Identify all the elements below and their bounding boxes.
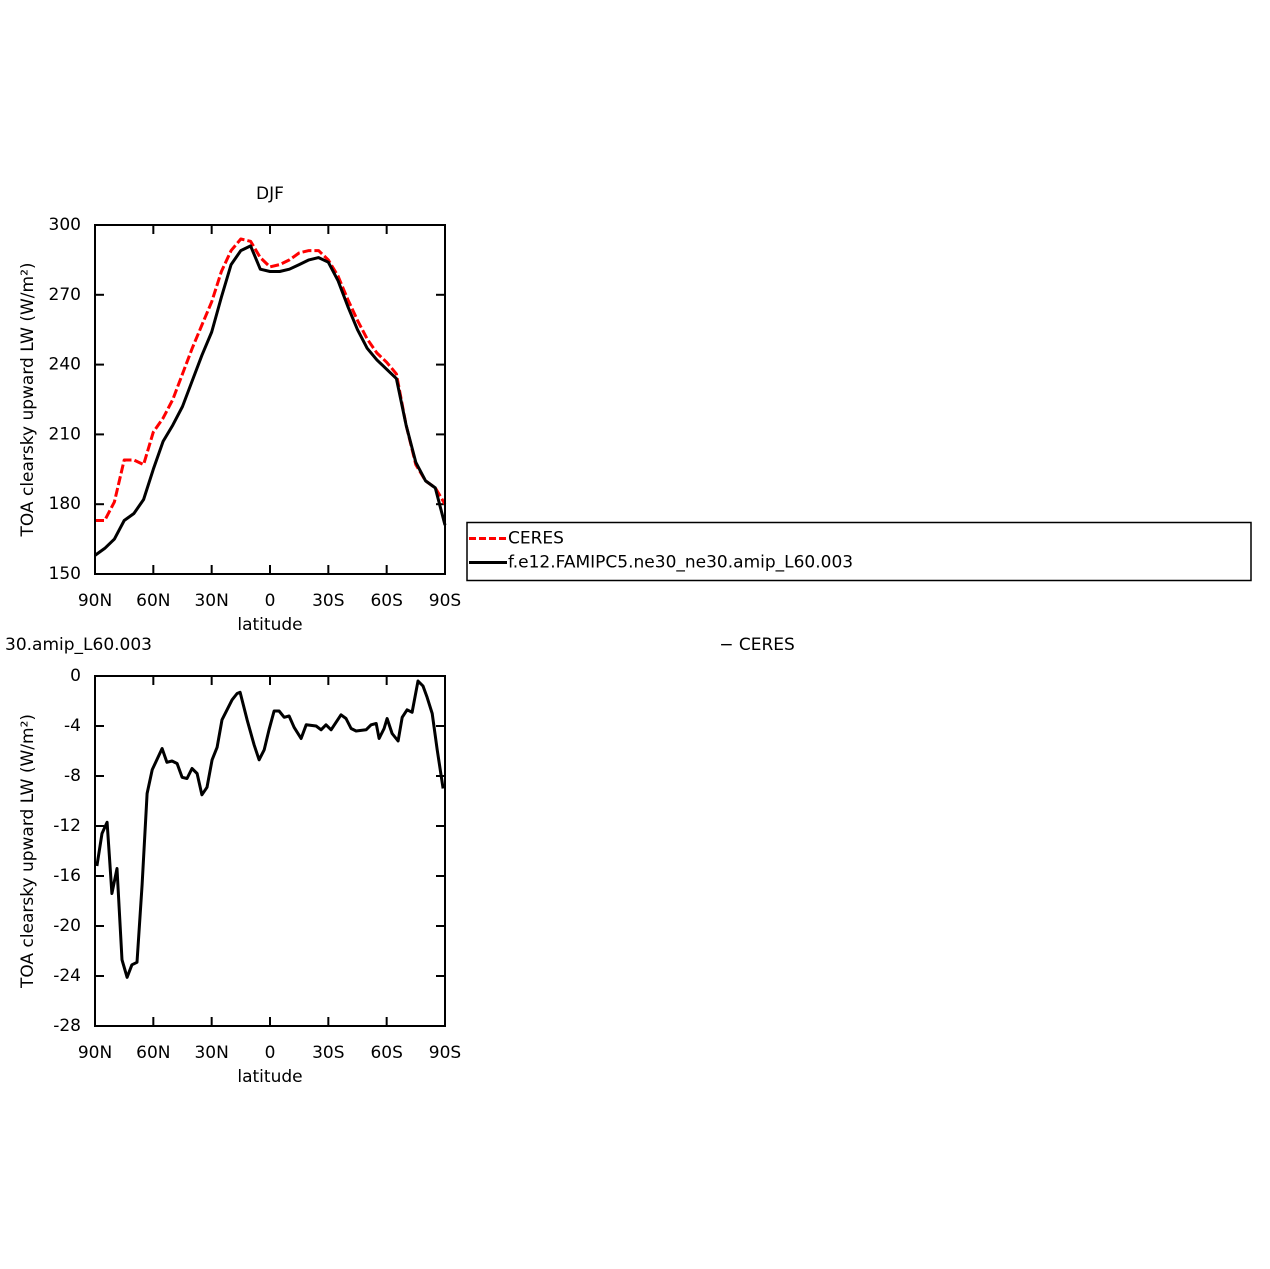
- x-tick-label: 90S: [429, 591, 461, 611]
- y-tick-label: -12: [53, 816, 81, 836]
- legend-label: f.e12.FAMIPC5.ne30_ne30.amip_L60.003: [508, 553, 853, 573]
- y-tick-label: 150: [49, 564, 81, 584]
- chart-title-right: − CERES: [719, 635, 795, 655]
- data-line: [95, 679, 445, 979]
- x-tick-label: 60N: [136, 1043, 170, 1063]
- x-tick-label: 0: [265, 591, 276, 611]
- y-tick-label: 0: [70, 666, 81, 686]
- plot-frame: [94, 675, 446, 1027]
- y-tick-label: -28: [53, 1016, 81, 1036]
- y-tick-label: 300: [49, 215, 81, 235]
- y-tick-label: -8: [64, 766, 81, 786]
- x-tick-label: 90N: [78, 591, 112, 611]
- x-tick-label: 0: [265, 1043, 276, 1063]
- x-tick-label: 60N: [136, 591, 170, 611]
- y-tick-label: -20: [53, 916, 81, 936]
- y-tick-label: -4: [64, 716, 81, 736]
- x-tick-label: 30N: [194, 591, 228, 611]
- data-line: [94, 244, 447, 557]
- y-tick-label: -24: [53, 966, 81, 986]
- x-tick-label: 30N: [194, 1043, 228, 1063]
- x-axis-label: latitude: [237, 1067, 302, 1087]
- x-tick-label: 60S: [370, 591, 402, 611]
- y-tick-label: 240: [49, 355, 81, 375]
- y-axis-label: TOA clearsky upward LW (W/m²): [18, 714, 38, 989]
- x-tick-label: 60S: [370, 1043, 402, 1063]
- plot-frame: [94, 224, 446, 575]
- chart-title-left: 30.amip_L60.003: [5, 635, 152, 655]
- x-tick-label: 30S: [312, 591, 344, 611]
- y-tick-label: 270: [49, 285, 81, 305]
- y-tick-label: -16: [53, 866, 81, 886]
- chart-title: DJF: [256, 184, 284, 204]
- x-axis-label: latitude: [237, 615, 302, 635]
- y-axis-label: TOA clearsky upward LW (W/m²): [18, 262, 38, 537]
- data-line: [95, 237, 447, 522]
- x-tick-label: 90N: [78, 1043, 112, 1063]
- legend-box: [466, 521, 1252, 582]
- x-tick-label: 30S: [312, 1043, 344, 1063]
- y-tick-label: 180: [49, 494, 81, 514]
- x-tick-label: 90S: [429, 1043, 461, 1063]
- legend-label: CERES: [508, 529, 564, 549]
- y-tick-label: 210: [49, 424, 81, 444]
